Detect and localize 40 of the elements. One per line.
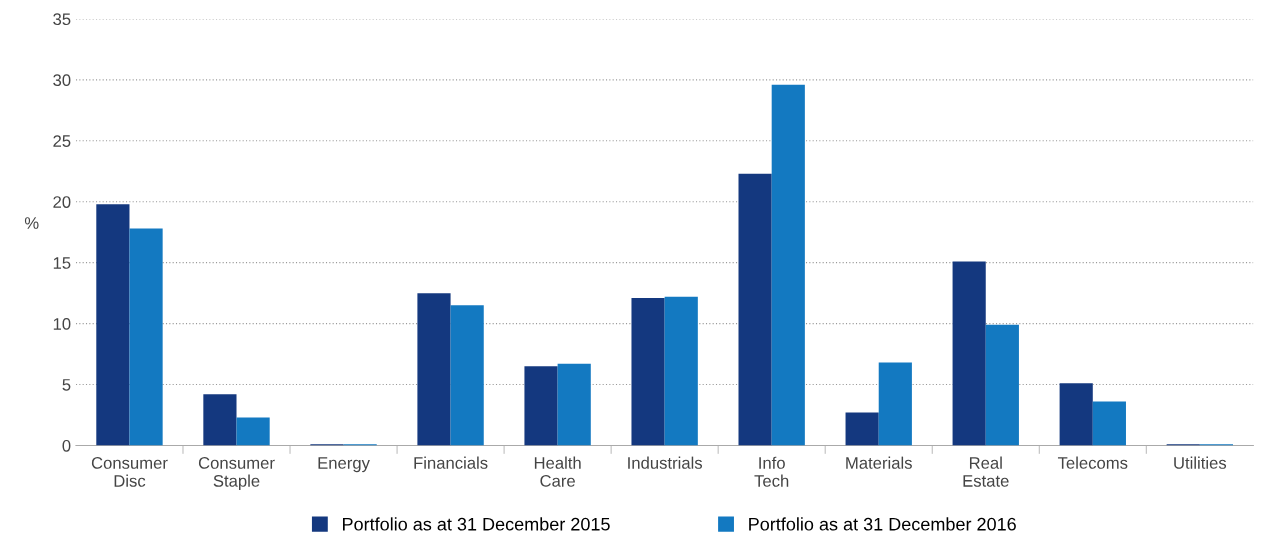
bar [129,228,163,446]
x-tick-label: Health Care [534,456,581,487]
bar [524,366,558,446]
y-axis-title: % [24,217,39,229]
y-tick-label: 35 [53,13,71,26]
bar [450,305,484,446]
x-tick-label: Info Tech [754,456,789,487]
y-tick-label: 0 [62,439,71,452]
legend-label: Portfolio as at 31 December 2016 [749,517,1016,531]
bar [845,412,879,446]
x-tick-label: Telecoms [1057,456,1128,469]
bar [985,324,1019,446]
x-tick-label: Consumer Disc [91,457,168,487]
bar [417,293,451,446]
x-tick-label: Energy [318,457,370,473]
y-tick-label: 25 [53,135,71,147]
bar [1059,383,1093,446]
y-tick-label: 15 [53,257,71,269]
bar [664,296,698,446]
bar [203,394,237,446]
x-tick-label: Financials [414,456,488,469]
x-tick-label: Real Estate [963,456,1009,487]
bar [1092,401,1126,446]
y-tick-label: 30 [53,74,71,87]
bar [771,84,805,446]
x-tick-label: Consumer Staple [198,457,275,491]
bar [738,173,772,446]
x-tick-label: Industrials [628,456,703,469]
bar [236,417,270,446]
x-tick-label: Materials [846,456,912,469]
x-tick-label: Utilities [1174,456,1227,469]
bar [96,204,130,446]
bar [631,298,665,446]
bar [557,363,591,446]
legend-label: Portfolio as at 31 December 2015 [343,517,610,531]
bar [878,362,912,446]
y-tick-label: 5 [62,379,71,391]
y-tick-label: 10 [53,318,71,330]
bar [952,261,986,446]
y-tick-label: 20 [53,196,71,208]
